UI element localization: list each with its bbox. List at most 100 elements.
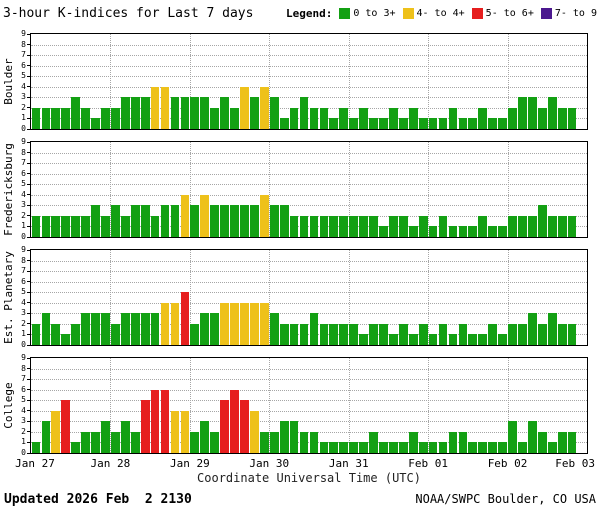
v-gridline — [269, 358, 271, 453]
k-bar — [71, 442, 81, 453]
k-bar — [170, 410, 180, 453]
k-bar — [240, 86, 249, 129]
y-axis-label: 8 — [21, 39, 26, 49]
y-axis-label: 6 — [21, 168, 26, 178]
y-axis-label: 7 — [21, 158, 26, 168]
k-bar — [339, 323, 349, 345]
k-bar — [528, 215, 537, 237]
k-bar — [379, 442, 388, 453]
y-tick — [27, 323, 30, 325]
k-bar — [557, 107, 567, 129]
plot-area — [30, 33, 588, 130]
k-bar — [448, 334, 458, 345]
h-gridline — [31, 334, 587, 336]
k-bar — [200, 194, 210, 237]
k-bar — [71, 97, 81, 129]
k-bar — [220, 205, 229, 237]
k-bar — [458, 323, 468, 345]
v-gridline — [110, 34, 112, 129]
k-bar — [319, 323, 329, 345]
h-gridline — [31, 389, 587, 391]
k-bar — [101, 421, 110, 453]
k-bar — [359, 442, 368, 453]
y-axis-label: 2 — [21, 210, 26, 220]
k-bar — [130, 313, 140, 345]
y-tick — [27, 270, 30, 272]
k-bar — [91, 313, 100, 345]
plot-area — [30, 249, 588, 346]
k-bar — [537, 431, 547, 453]
k-bar — [359, 215, 368, 237]
panel-boulder: Boulder 0 1 2 3 4 5 6 7 8 9 — [0, 30, 600, 133]
y-axis-label: 2 — [21, 318, 26, 328]
header: 3-hour K-indices for Last 7 days Legend:… — [3, 3, 597, 23]
y-tick — [27, 302, 30, 304]
k-bar — [369, 323, 378, 345]
legend-item: 4- to 4+ — [402, 7, 465, 19]
v-gridline — [189, 142, 191, 237]
y-tick — [27, 420, 30, 422]
y-tick — [27, 183, 30, 185]
k-bar — [398, 323, 408, 345]
k-bar — [200, 313, 210, 345]
y-axis-label: 1 — [21, 329, 26, 339]
h-gridline — [31, 184, 587, 186]
y-axis-label: 0 — [21, 232, 26, 241]
k-bar — [101, 215, 110, 237]
x-tick-label: Jan 29 — [169, 457, 210, 470]
k-bar — [31, 323, 41, 345]
k-bar — [150, 313, 160, 345]
k-bar — [140, 205, 150, 237]
k-bar — [349, 442, 359, 453]
legend-item: 7- to 9 — [540, 7, 597, 19]
k-bar — [309, 215, 319, 237]
v-gridline — [507, 34, 509, 129]
k-bar — [428, 226, 438, 237]
k-bar — [369, 215, 378, 237]
h-gridline — [31, 226, 587, 228]
y-tick — [27, 452, 30, 454]
k-bar — [230, 107, 239, 129]
k-bar — [537, 107, 547, 129]
x-tick-label: Feb 03 — [555, 457, 595, 470]
k-bar — [120, 97, 130, 129]
y-axis-label: 2 — [21, 426, 26, 436]
x-tick-label: Jan 30 — [249, 457, 290, 470]
y-tick — [27, 215, 30, 217]
h-gridline — [31, 292, 587, 294]
y-axis-label: 7 — [21, 266, 26, 276]
k-bar — [61, 107, 71, 129]
k-bar — [309, 313, 319, 345]
k-bar — [398, 118, 408, 129]
h-gridline — [31, 152, 587, 154]
k-bar — [438, 323, 448, 345]
k-bar — [71, 323, 81, 345]
k-bar — [220, 302, 229, 345]
k-bar — [498, 334, 507, 345]
y-axis-label: 5 — [21, 71, 26, 81]
k-bar — [279, 205, 289, 237]
y-axis-label: 5 — [21, 179, 26, 189]
k-bar — [120, 421, 130, 453]
k-bar — [120, 215, 130, 237]
panel-college: College 0 1 2 3 4 5 6 7 8 9 — [0, 354, 600, 457]
h-gridline — [31, 65, 587, 67]
k-bar — [398, 215, 408, 237]
h-gridline — [31, 260, 587, 262]
x-tick-label: Feb 02 — [487, 457, 528, 470]
v-gridline — [507, 142, 509, 237]
k-bar — [180, 97, 190, 129]
v-gridline — [110, 358, 112, 453]
k-bar — [468, 442, 478, 453]
k-bar — [101, 313, 110, 345]
k-bar — [498, 442, 507, 453]
k-bar — [269, 431, 279, 453]
k-bar — [200, 97, 210, 129]
y-axis-label: 1 — [21, 437, 26, 447]
k-bar — [369, 118, 378, 129]
k-bar — [210, 313, 220, 345]
k-bar — [210, 431, 220, 453]
h-gridline — [31, 97, 587, 99]
v-gridline — [348, 358, 350, 453]
k-bar — [299, 323, 309, 345]
